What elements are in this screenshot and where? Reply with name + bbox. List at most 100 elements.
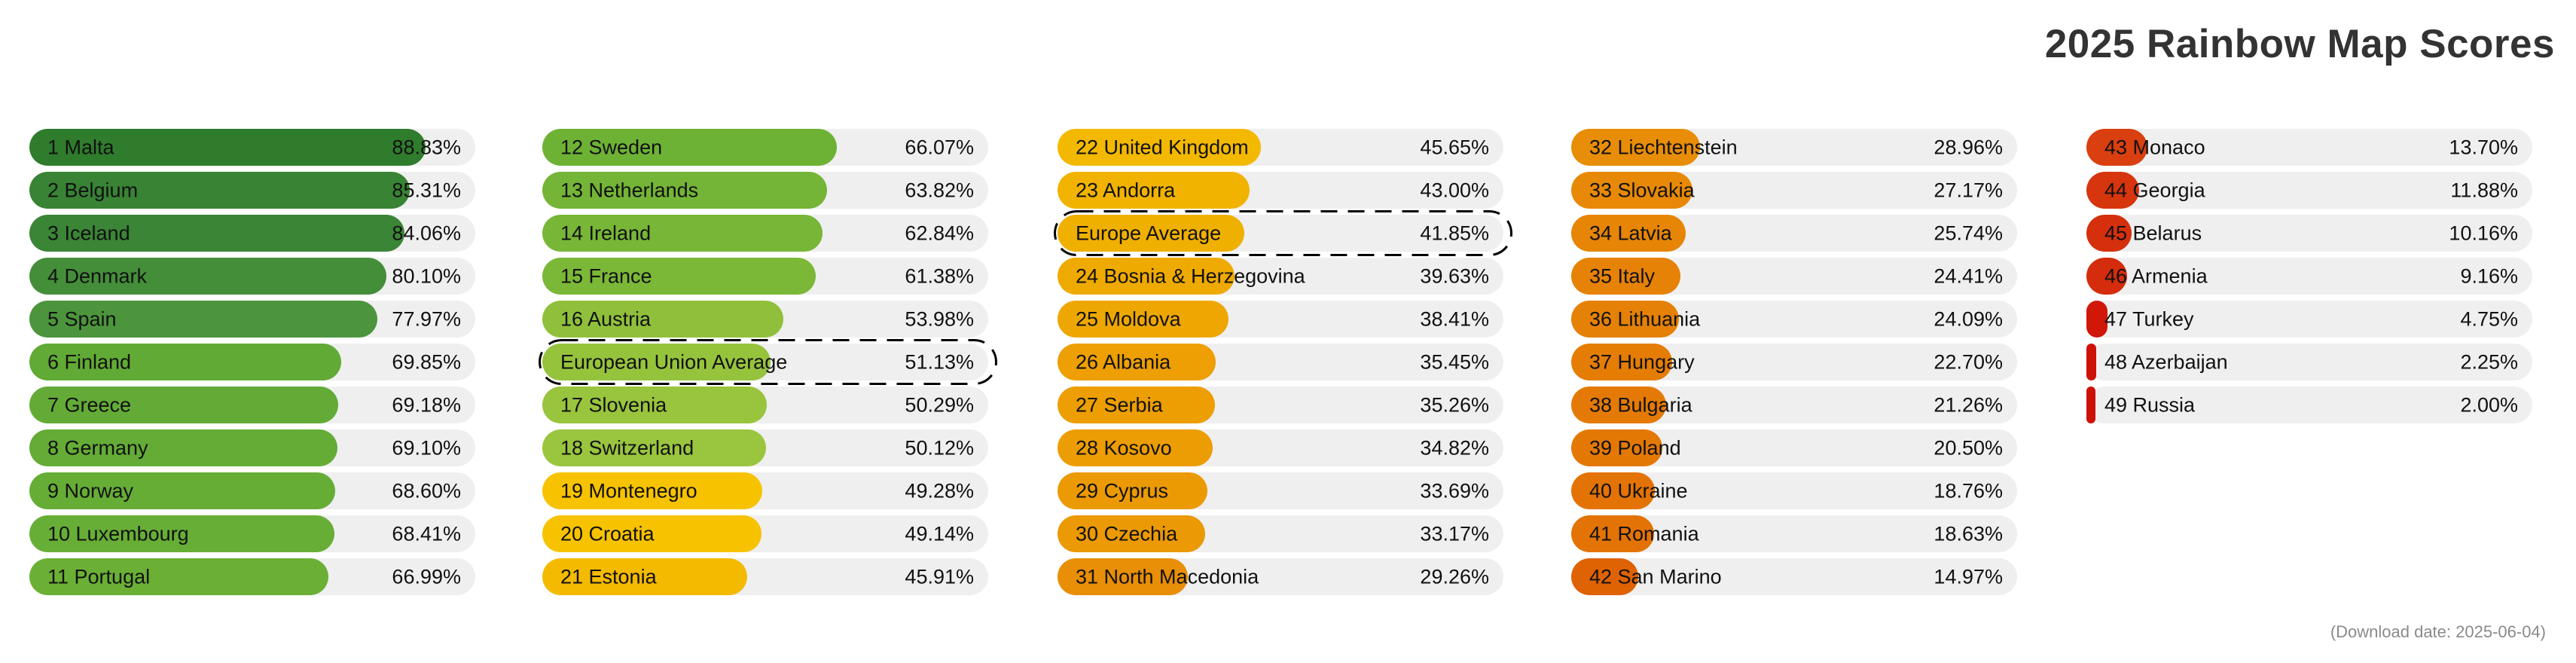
country-row: 35 Italy 24.41% (1571, 258, 2017, 295)
country-label: 44 Georgia (2104, 179, 2205, 201)
country-row: 15 France 61.38% (542, 258, 988, 295)
score-bar (1058, 386, 1215, 423)
country-row: 5 Spain 77.97% (29, 301, 475, 338)
download-date-note: (Download date: 2025-06-04) (2330, 622, 2546, 641)
ranking-column: 43 Monaco 13.70% 44 Georgia 11.88% 45 Belaru… (2086, 129, 2532, 423)
country-label: 6 Finland (47, 350, 132, 373)
country-row: 23 Andorra 43.00% (1058, 172, 1503, 209)
country-row: 7 Greece 69.18% (29, 386, 475, 423)
score-value: 24.41% (1934, 264, 2003, 287)
country-label: 48 Azerbaijan (2104, 350, 2228, 373)
score-bar (1058, 258, 1235, 295)
score-value: 29.26% (1420, 565, 1489, 588)
score-bar (542, 301, 783, 338)
country-row: 44 Georgia 11.88% (2086, 172, 2532, 209)
score-value: 85.31% (392, 179, 461, 201)
score-value: 68.60% (392, 479, 461, 502)
score-value: 69.85% (392, 350, 461, 373)
country-row: 19 Montenegro 49.28% (542, 472, 988, 509)
country-row: 37 Hungary 22.70% (1571, 344, 2017, 380)
score-bar (1571, 429, 1663, 466)
country-row: 22 United Kingdom 45.65% (1058, 129, 1503, 166)
score-bar (2086, 215, 2132, 252)
score-bar (1058, 129, 1262, 166)
score-value: 41.85% (1420, 222, 1489, 244)
score-bar (29, 386, 338, 423)
score-value: 2.00% (2460, 393, 2518, 416)
country-label: 8 Germany (47, 436, 148, 459)
country-row: 25 Moldova 38.41% (1058, 301, 1503, 338)
country-row: 1 Malta 88.83% (29, 129, 475, 166)
country-label: 47 Turkey (2104, 307, 2194, 330)
country-label: 26 Albania (1076, 350, 1171, 373)
score-value: 18.76% (1934, 479, 2003, 502)
ranking-column: 1 Malta 88.83% 2 Belgium 85.31% 3 Iceland 84.… (29, 129, 475, 595)
score-bar (29, 129, 426, 166)
country-row: 9 Norway 68.60% (29, 472, 475, 509)
country-row: 32 Liechtenstein 28.96% (1571, 129, 2017, 166)
score-bar (2086, 172, 2140, 209)
ranking-column: 22 United Kingdom 45.65% 23 Andorra 43.00% E… (1054, 129, 1512, 595)
country-label: 22 United Kingdom (1076, 136, 1249, 158)
country-label: 32 Liechtenstein (1589, 136, 1738, 158)
country-row: 12 Sweden 66.07% (542, 129, 988, 166)
score-value: 80.10% (392, 264, 461, 287)
score-value: 20.50% (1934, 436, 2003, 459)
score-value: 35.26% (1420, 393, 1489, 416)
country-label: 16 Austria (560, 307, 652, 330)
country-row: 49 Russia 2.00% (2086, 386, 2532, 423)
score-value: 33.17% (1420, 522, 1489, 545)
score-bar (2086, 258, 2128, 295)
country-row: 46 Armenia 9.16% (2086, 258, 2532, 295)
country-label: 37 Hungary (1589, 350, 1695, 373)
country-label: 24 Bosnia & Herzegovina (1076, 264, 1305, 287)
score-value: 51.13% (905, 350, 974, 373)
country-row: 16 Austria 53.98% (542, 301, 988, 338)
score-value: 27.17% (1934, 179, 2003, 201)
score-bar (1571, 558, 1638, 595)
country-row: 34 Latvia 25.74% (1571, 215, 2017, 252)
score-value: 69.10% (392, 436, 461, 459)
country-label: 19 Montenegro (560, 479, 697, 502)
score-value: 39.63% (1420, 264, 1489, 287)
country-label: 21 Estonia (560, 565, 657, 588)
score-bar (1058, 344, 1216, 380)
country-label: 40 Ukraine (1589, 479, 1688, 502)
score-value: 21.26% (1934, 393, 2003, 416)
score-bar (29, 215, 404, 252)
country-row: 31 North Macedonia 29.26% (1058, 558, 1503, 595)
country-label: 3 Iceland (47, 222, 130, 244)
score-value: 53.98% (905, 307, 974, 330)
country-label: Europe Average (1076, 222, 1222, 244)
country-label: 29 Cyprus (1076, 479, 1169, 502)
country-row: 8 Germany 69.10% (29, 429, 475, 466)
score-value: 4.75% (2460, 307, 2518, 330)
score-bar (2086, 301, 2108, 338)
country-row: 29 Cyprus 33.69% (1058, 472, 1503, 509)
score-value: 49.28% (905, 479, 974, 502)
country-label: 1 Malta (47, 136, 114, 158)
country-label: 7 Greece (47, 393, 132, 416)
country-label: 20 Croatia (560, 522, 655, 545)
score-bar (1571, 386, 1666, 423)
score-bar (542, 429, 766, 466)
country-label: 15 France (560, 264, 652, 287)
country-row: 28 Kosovo 34.82% (1058, 429, 1503, 466)
score-bar (542, 129, 838, 166)
country-label: 10 Luxembourg (47, 522, 189, 545)
score-bar (1058, 172, 1250, 209)
score-bar (2086, 386, 2095, 423)
country-row: 36 Lithuania 24.09% (1571, 301, 2017, 338)
score-value: 45.65% (1420, 136, 1489, 158)
score-value: 13.70% (2449, 136, 2518, 158)
country-label: 38 Bulgaria (1589, 393, 1692, 416)
country-row: 27 Serbia 35.26% (1058, 386, 1503, 423)
score-bar (1058, 558, 1189, 595)
country-label: 46 Armenia (2104, 264, 2208, 287)
score-value: 63.82% (905, 179, 974, 201)
country-row: Europe Average 41.85% (1054, 210, 1512, 256)
country-row: 48 Azerbaijan 2.25% (2086, 344, 2532, 380)
score-value: 38.41% (1420, 307, 1489, 330)
score-bar (542, 472, 762, 509)
